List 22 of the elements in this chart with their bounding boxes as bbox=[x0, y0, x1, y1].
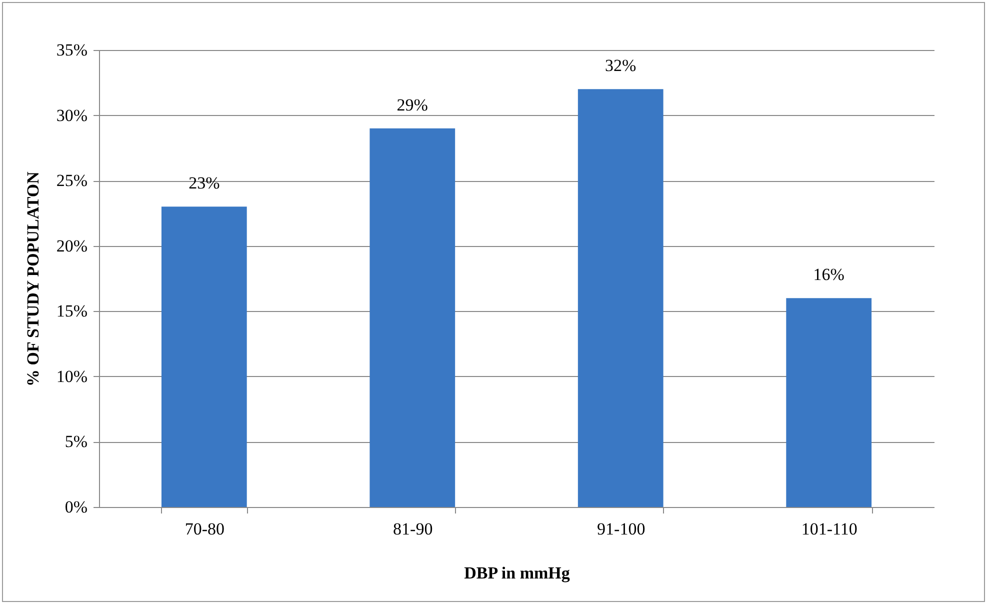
bar bbox=[786, 298, 872, 507]
y-tick-label: 5% bbox=[64, 432, 88, 452]
y-tick-label: 35% bbox=[56, 40, 88, 60]
x-axis-title: DBP in mmHg bbox=[464, 564, 570, 582]
data-label: 23% bbox=[188, 174, 220, 193]
data-label: 16% bbox=[813, 265, 844, 284]
data-label: 29% bbox=[396, 95, 428, 114]
y-tick-label: 0% bbox=[64, 498, 88, 516]
y-tick-label: 10% bbox=[56, 366, 88, 386]
x-tick-label: 81-90 bbox=[393, 520, 433, 538]
data-label: 32% bbox=[605, 56, 636, 76]
x-tick-label: 70-80 bbox=[184, 520, 224, 538]
y-tick-label: 15% bbox=[56, 302, 88, 321]
bar bbox=[370, 128, 456, 507]
y-tick-label: 30% bbox=[56, 106, 88, 125]
y-tick-label: 25% bbox=[56, 171, 88, 190]
y-tick-label: 20% bbox=[56, 236, 88, 256]
x-tick-label: 91-100 bbox=[597, 520, 646, 538]
y-axis-title: % OF STUDY POPULATON bbox=[23, 170, 42, 386]
bar bbox=[161, 206, 247, 507]
x-tick-label: 101-110 bbox=[801, 520, 858, 538]
bar bbox=[578, 89, 664, 507]
